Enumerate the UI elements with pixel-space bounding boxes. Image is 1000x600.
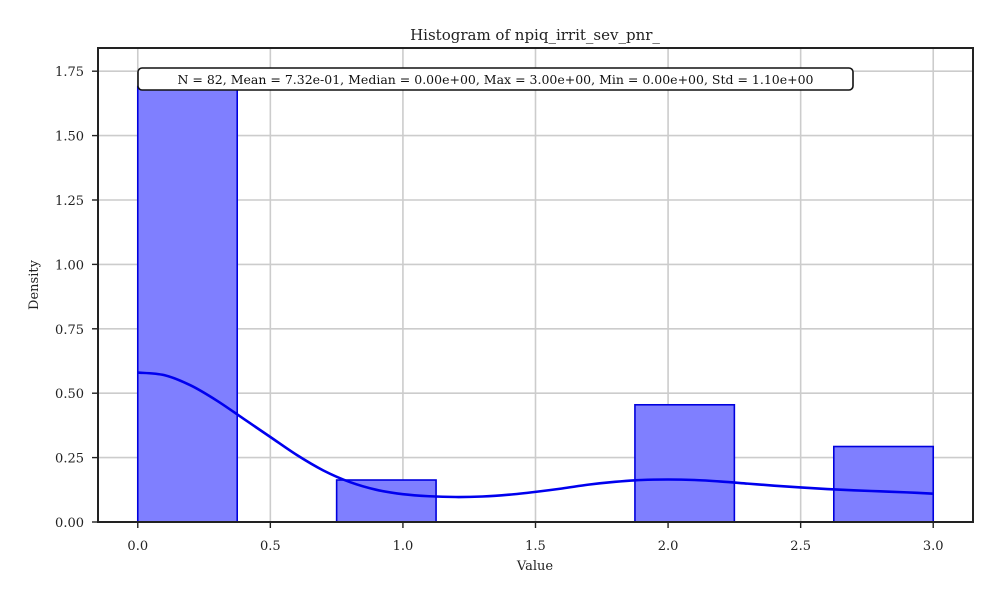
- x-tick-label-3: 1.5: [525, 539, 546, 554]
- y-tick-label-4: 1.00: [55, 258, 84, 273]
- chart-title: Histogram of npiq_irrit_sev_pnr_: [410, 26, 660, 44]
- y-axis-ticks: 0.00 0.25 0.50 0.75 1.00 1.25 1.50 1.75: [55, 65, 98, 531]
- stats-annotation-box: [137, 67, 854, 91]
- x-tick-label-4: 2.0: [658, 539, 679, 554]
- x-axis-label: Value: [516, 559, 553, 574]
- kde-curve: [137, 371, 934, 499]
- stats-annotation: N = 82, Mean = 7.32e-01, Median = 0.00e+…: [137, 67, 854, 91]
- y-tick-label-0: 0.00: [55, 516, 84, 531]
- x-tick-label-1: 0.5: [260, 539, 281, 554]
- kde-curve-group: [137, 371, 934, 499]
- y-tick-label-7: 1.75: [55, 65, 84, 80]
- y-tick-label-3: 0.75: [55, 323, 84, 338]
- y-tick-label-6: 1.50: [55, 130, 84, 145]
- x-tick-label-2: 1.0: [393, 539, 414, 554]
- histogram-bars: [136, 85, 935, 523]
- y-tick-label-5: 1.25: [55, 194, 84, 209]
- histogram-bar-5: [634, 403, 736, 523]
- x-tick-label-6: 3.0: [923, 539, 944, 554]
- grid: [98, 48, 973, 523]
- y-axis-label: Density: [27, 259, 42, 310]
- histogram-bar-0: [136, 85, 239, 523]
- x-tick-label-5: 2.5: [790, 539, 811, 554]
- histogram-bar-2: [335, 479, 437, 523]
- x-tick-label-0: 0.0: [127, 539, 148, 554]
- stats-annotation-text: N = 82, Mean = 7.32e-01, Median = 0.00e+…: [177, 72, 813, 87]
- x-axis-ticks: 0.0 0.5 1.0 1.5 2.0 2.5 3.0: [127, 522, 944, 554]
- y-tick-label-1: 0.25: [55, 452, 84, 467]
- histogram-bar-7: [832, 445, 935, 523]
- y-tick-label-2: 0.50: [55, 387, 84, 402]
